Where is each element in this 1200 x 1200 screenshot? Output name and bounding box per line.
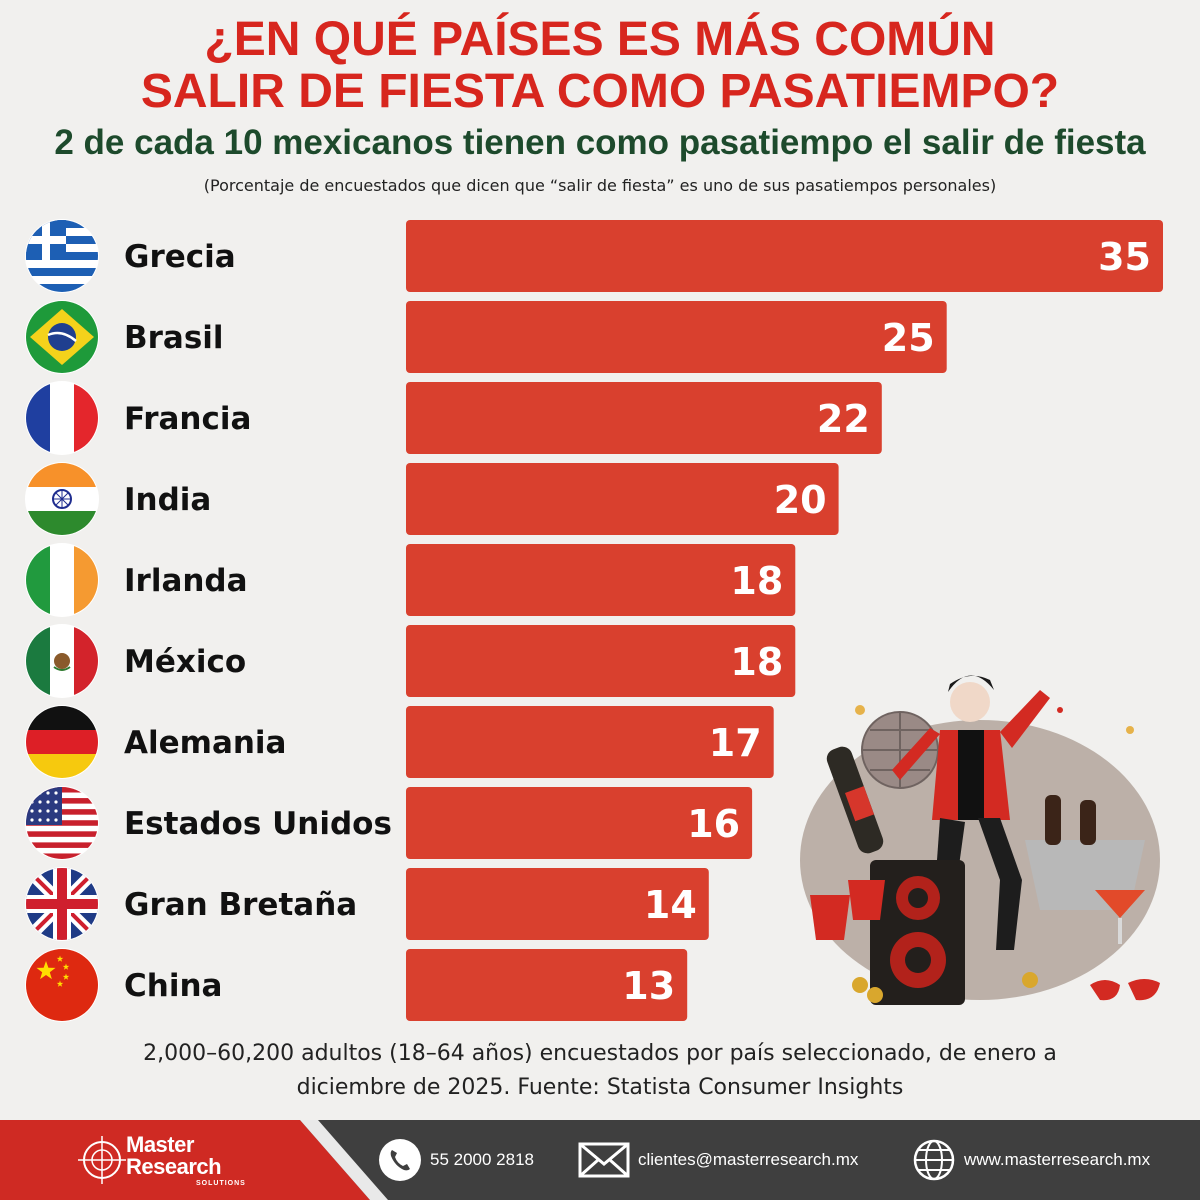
value-label: 14: [644, 883, 697, 927]
bar: [406, 625, 796, 697]
bar: [406, 868, 709, 940]
logo-text-master: Master: [126, 1132, 194, 1157]
bar: [406, 463, 839, 535]
brazil-flag-icon: [25, 300, 99, 374]
usa-flag-icon: [25, 786, 99, 860]
ireland-flag-icon: [25, 543, 99, 617]
value-label: 18: [730, 559, 783, 603]
flags-layer: Grecia Brasil Francia India Irlanda México Ale…: [25, 219, 392, 1022]
email-address: clientes@masterresearch.mx: [638, 1150, 859, 1169]
germany-flag-icon: [25, 705, 99, 779]
envelope-icon: [578, 1142, 630, 1178]
mexico-flag-icon: [25, 624, 99, 698]
title-line-2: SALIR DE FIESTA COMO PASATIEMPO?: [140, 65, 1060, 118]
value-label: 35: [1098, 235, 1151, 279]
country-label: Gran Bretaña: [124, 887, 357, 923]
country-label: Irlanda: [124, 563, 248, 599]
bar: [406, 382, 882, 454]
country-label: India: [124, 482, 211, 518]
bar: [406, 949, 688, 1021]
footer-red-panel: [0, 1120, 370, 1200]
value-label: 16: [687, 802, 740, 846]
country-label: Estados Unidos: [124, 806, 392, 842]
country-label: Brasil: [124, 320, 224, 356]
website-url: www.masterresearch.mx: [964, 1150, 1151, 1169]
value-label: 13: [622, 964, 675, 1008]
email-contact[interactable]: clientes@masterresearch.mx: [578, 1138, 888, 1182]
france-flag-icon: [25, 381, 99, 455]
value-label: 22: [817, 397, 870, 441]
country-label: Grecia: [124, 239, 236, 275]
footnote-line-1: 2,000–60,200 adultos (18–64 años) encues…: [143, 1041, 1057, 1066]
globe-icon: [913, 1139, 955, 1181]
country-label: México: [124, 644, 246, 680]
crosshair-logo-icon: [78, 1136, 126, 1184]
party-illustration: [800, 675, 1160, 1005]
logo-text-solutions: SOLUTIONS: [196, 1180, 246, 1187]
country-label: Alemania: [124, 725, 286, 761]
website-contact[interactable]: www.masterresearch.mx: [912, 1138, 1182, 1182]
value-label: 20: [774, 478, 827, 522]
bar-chart: Grecia Brasil Francia India Irlanda México Ale…: [25, 219, 1163, 1022]
master-research-logo[interactable]: Master Research SOLUTIONS: [78, 1130, 268, 1194]
footer-bar: Master Research SOLUTIONS 55 2000 2818 c…: [0, 1120, 1200, 1200]
india-flag-icon: [25, 462, 99, 536]
value-label: 18: [730, 640, 783, 684]
phone-number: 55 2000 2818: [430, 1150, 534, 1169]
bar: [406, 220, 1163, 292]
greece-flag-icon: [25, 219, 99, 293]
value-label: 17: [709, 721, 762, 765]
country-label: China: [124, 968, 222, 1004]
country-label: Francia: [124, 401, 251, 437]
phone-icon: [379, 1139, 421, 1181]
chart-footnote: 2,000–60,200 adultos (18–64 años) encues…: [0, 1037, 1200, 1105]
chart-note: (Porcentaje de encuestados que dicen que…: [203, 176, 997, 195]
bar: [406, 301, 947, 373]
bars-layer: 35 25 22 20 18 18 17 16 14 13: [406, 220, 1163, 1021]
bar: [406, 787, 753, 859]
chart-subtitle: 2 de cada 10 mexicanos tienen como pasat…: [54, 123, 1146, 162]
value-label: 25: [882, 316, 935, 360]
uk-flag-icon: [25, 867, 99, 941]
title-line-1: ¿EN QUÉ PAÍSES ES MÁS COMÚN: [204, 13, 996, 66]
logo-text-research: Research: [126, 1154, 222, 1179]
bar: [406, 544, 796, 616]
phone-contact[interactable]: 55 2000 2818: [378, 1138, 558, 1182]
bar: [406, 706, 774, 778]
footnote-line-2: diciembre de 2025. Fuente: Statista Cons…: [296, 1075, 904, 1100]
china-flag-icon: [25, 948, 99, 1022]
chart-title: ¿EN QUÉ PAÍSES ES MÁS COMÚN SALIR DE FIE…: [0, 14, 1200, 118]
